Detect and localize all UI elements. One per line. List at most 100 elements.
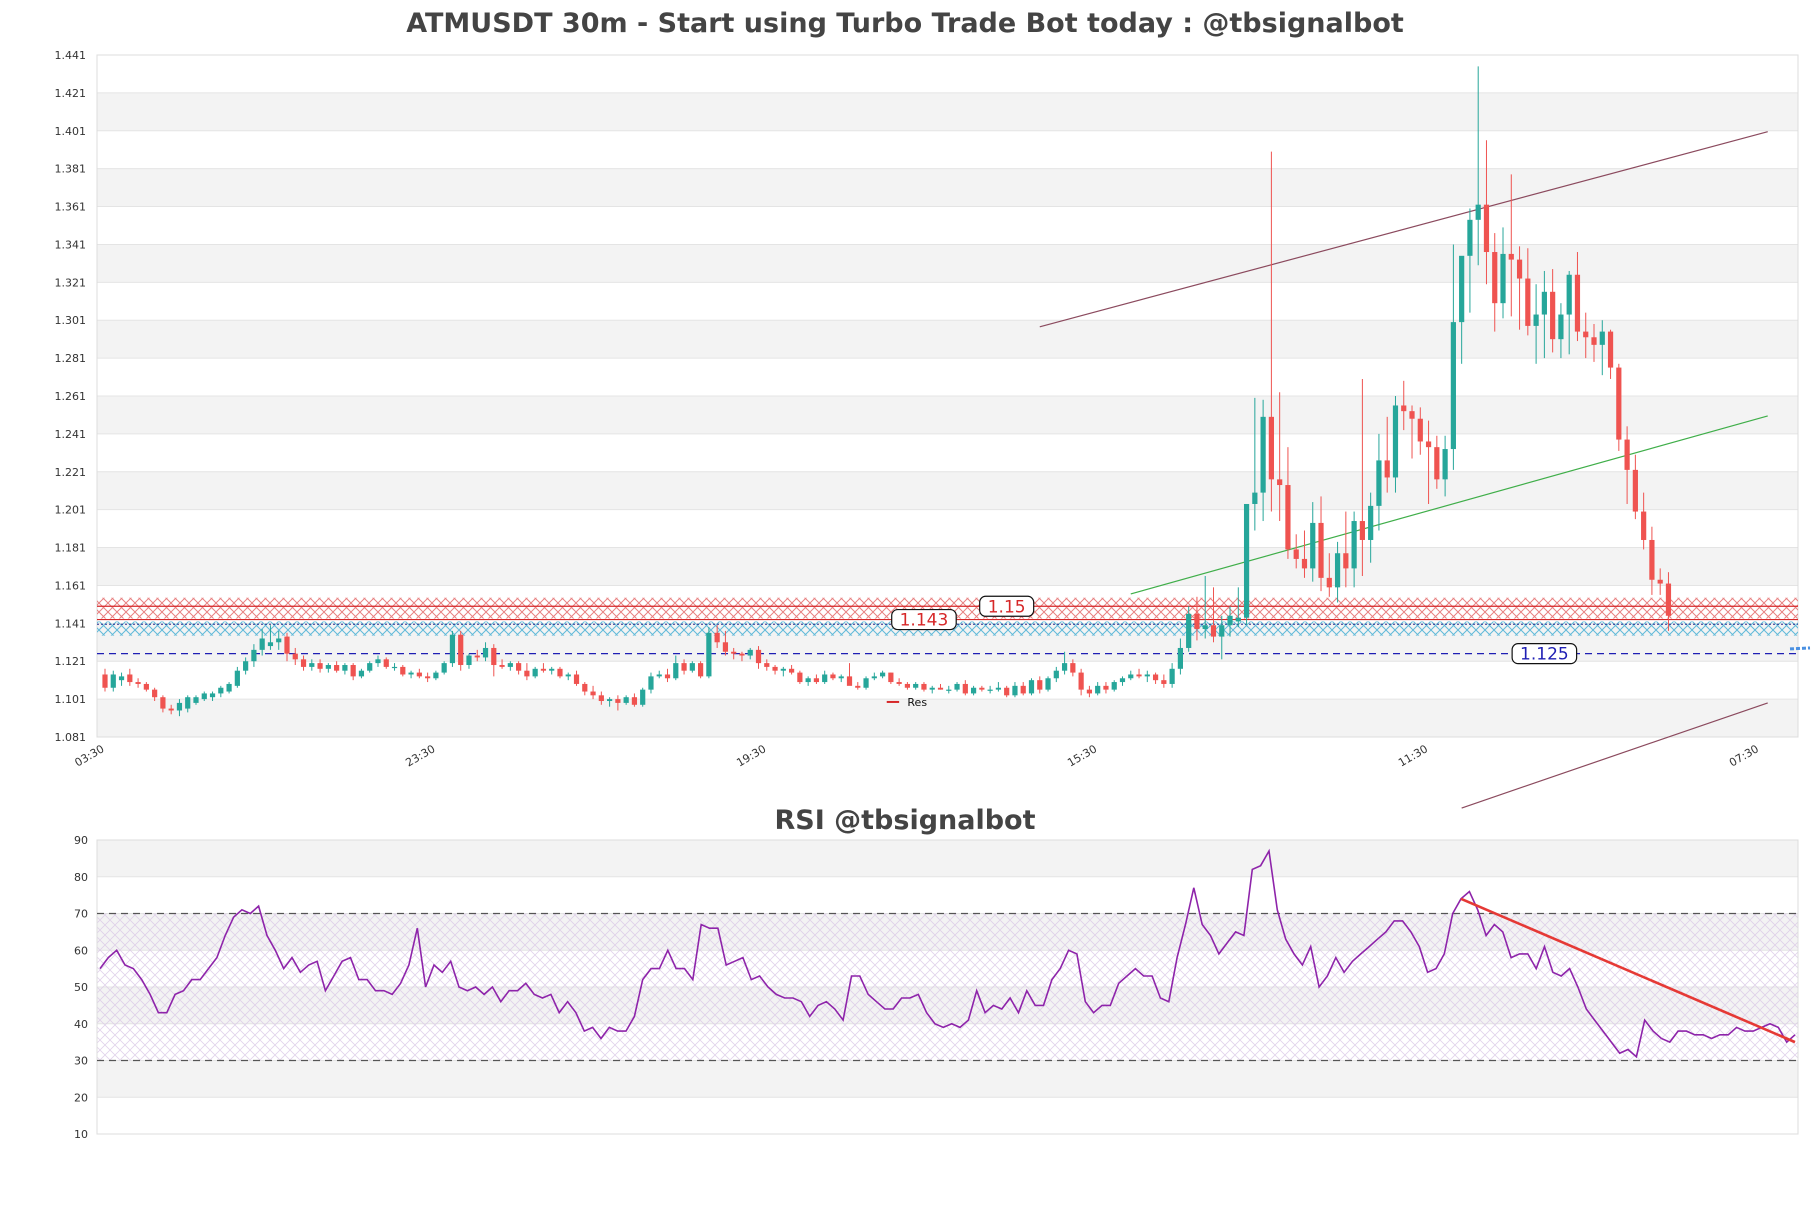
- candle-body: [342, 665, 348, 671]
- candle-body: [557, 668, 563, 677]
- candle: [772, 665, 778, 675]
- candle: [1368, 492, 1374, 563]
- candle-body: [1434, 447, 1440, 480]
- candle-body: [904, 683, 911, 688]
- price-y-tick-label: 1.181: [55, 542, 87, 555]
- candle-body: [1401, 405, 1407, 412]
- candle-body: [449, 634, 456, 664]
- candle-body: [1277, 479, 1283, 486]
- candle-body: [698, 663, 704, 677]
- candle: [1169, 663, 1175, 688]
- candle: [168, 704, 174, 715]
- candle: [1219, 615, 1225, 660]
- rsi-panel: 90 80 70 60 50 40 30 20 10: [74, 834, 1799, 1141]
- candle: [1434, 435, 1440, 489]
- candle: [1475, 66, 1481, 266]
- candle: [681, 659, 687, 675]
- price-y-tick-label: 1.281: [55, 352, 87, 365]
- candle-body: [1111, 682, 1117, 690]
- candle: [805, 676, 811, 686]
- candle: [458, 630, 464, 671]
- rsi-band: [97, 1060, 1798, 1098]
- candle: [1177, 638, 1183, 675]
- candle: [739, 651, 745, 662]
- candle-body: [1310, 522, 1316, 569]
- candle: [1459, 255, 1465, 364]
- candle-body: [1467, 219, 1473, 256]
- candle-body: [259, 638, 265, 650]
- candle: [1607, 329, 1614, 379]
- candle: [1384, 416, 1390, 493]
- candle-body: [193, 697, 199, 703]
- price-band: [97, 168, 1798, 207]
- candle: [433, 670, 439, 681]
- candle: [1252, 397, 1258, 531]
- price-x-tick-label: 03:30: [73, 742, 107, 769]
- candle-body: [1392, 405, 1399, 478]
- candle: [176, 699, 183, 717]
- candle-body: [292, 653, 298, 660]
- candle-body: [309, 663, 315, 667]
- candle-body: [987, 689, 993, 691]
- candle: [1641, 492, 1647, 550]
- candle: [1558, 303, 1564, 359]
- candle: [987, 685, 993, 694]
- candle-body: [1285, 485, 1291, 550]
- candle-body: [416, 672, 422, 677]
- candle-body: [879, 672, 886, 677]
- candle-body: [358, 670, 365, 677]
- candle: [408, 670, 414, 679]
- candle: [259, 629, 265, 656]
- rsi-y-tick-label: 50: [74, 981, 88, 994]
- rsi-chart-title: RSI @tbsignalbot: [774, 805, 1035, 836]
- price-y-tick-label: 1.341: [55, 238, 87, 251]
- price-y-tick-label: 1.381: [55, 163, 87, 176]
- candle: [118, 672, 125, 686]
- candle: [1243, 503, 1250, 626]
- candle-body: [234, 670, 240, 686]
- candle: [1525, 248, 1531, 336]
- candle-body: [1103, 685, 1109, 690]
- candle: [350, 663, 356, 681]
- candle-body: [1095, 685, 1101, 694]
- candle-body: [143, 683, 149, 690]
- candle: [1401, 380, 1407, 431]
- candle-body: [1202, 625, 1208, 630]
- price-x-tick-label: 19:30: [734, 742, 768, 769]
- price-y-tick-label: 1.221: [55, 466, 87, 479]
- candle: [1467, 208, 1473, 313]
- candle: [1111, 680, 1117, 692]
- candle: [1310, 502, 1316, 582]
- candle-body: [1128, 674, 1134, 679]
- candle: [201, 691, 207, 702]
- candle-body: [846, 676, 853, 686]
- candle-body: [391, 666, 398, 669]
- candle: [1045, 676, 1051, 692]
- candle: [516, 661, 522, 675]
- candle-body: [855, 685, 861, 688]
- level-label-1-15-text: 1.15: [988, 597, 1026, 617]
- candle: [937, 683, 944, 690]
- price-y-tick-label: 1.321: [55, 276, 87, 289]
- candle: [1144, 670, 1150, 683]
- candle: [607, 697, 613, 707]
- price-x-tick-label: 15:30: [1065, 742, 1099, 769]
- candle: [1409, 405, 1415, 459]
- candle-body: [1359, 521, 1365, 540]
- candle: [979, 685, 985, 692]
- candle: [755, 646, 762, 669]
- candle: [1202, 575, 1208, 639]
- candle: [929, 685, 935, 694]
- price-y-tick-label: 1.081: [55, 731, 87, 744]
- candle-body: [772, 666, 778, 671]
- candle: [1541, 270, 1547, 359]
- candle-body: [1583, 331, 1589, 338]
- candle: [491, 644, 497, 677]
- candle: [664, 668, 671, 683]
- candle: [1285, 447, 1291, 559]
- candle-body: [466, 655, 472, 666]
- candle: [152, 687, 158, 702]
- price-band: [97, 471, 1798, 510]
- candle: [1392, 396, 1399, 493]
